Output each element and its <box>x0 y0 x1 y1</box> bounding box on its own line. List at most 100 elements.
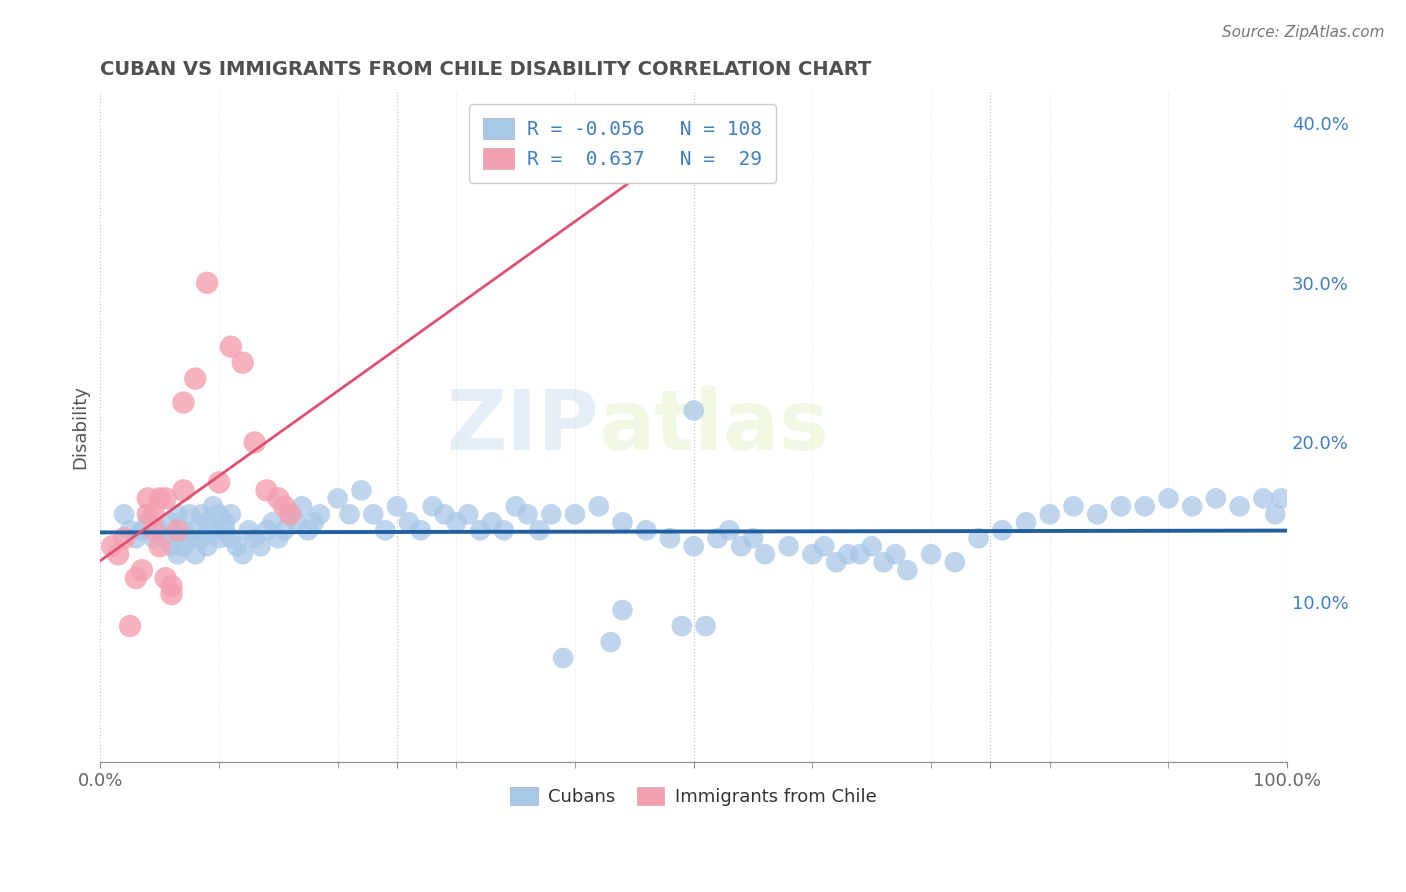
Point <box>1229 500 1251 514</box>
Point <box>860 539 883 553</box>
Point <box>1015 516 1038 530</box>
Point <box>219 531 242 545</box>
Point <box>896 563 918 577</box>
Point <box>706 531 728 545</box>
Point <box>754 547 776 561</box>
Point <box>267 491 290 506</box>
Point <box>671 619 693 633</box>
Point <box>659 531 682 545</box>
Text: atlas: atlas <box>599 386 830 467</box>
Point <box>278 508 301 522</box>
Point <box>142 508 165 522</box>
Point <box>208 531 231 545</box>
Point <box>118 523 141 537</box>
Point <box>682 539 704 553</box>
Point <box>505 500 527 514</box>
Point <box>101 539 124 553</box>
Point <box>813 539 835 553</box>
Point <box>249 539 271 553</box>
Point <box>166 523 188 537</box>
Point <box>160 539 183 553</box>
Point <box>118 619 141 633</box>
Point <box>350 483 373 498</box>
Point <box>155 491 177 506</box>
Point <box>1270 491 1292 506</box>
Point <box>1039 508 1062 522</box>
Point <box>837 547 859 561</box>
Point <box>872 555 894 569</box>
Y-axis label: Disability: Disability <box>72 384 89 468</box>
Point <box>136 491 159 506</box>
Point <box>967 531 990 545</box>
Point <box>612 516 634 530</box>
Point <box>385 500 408 514</box>
Point <box>278 508 301 522</box>
Point <box>112 508 135 522</box>
Point <box>172 539 194 553</box>
Point <box>232 356 254 370</box>
Point <box>155 531 177 545</box>
Point <box>309 508 332 522</box>
Point <box>778 539 800 553</box>
Point <box>297 523 319 537</box>
Point <box>225 539 247 553</box>
Point <box>190 531 212 545</box>
Point <box>256 523 278 537</box>
Point <box>160 579 183 593</box>
Text: ZIP: ZIP <box>446 386 599 467</box>
Point <box>481 516 503 530</box>
Text: CUBAN VS IMMIGRANTS FROM CHILE DISABILITY CORRELATION CHART: CUBAN VS IMMIGRANTS FROM CHILE DISABILIT… <box>100 60 872 78</box>
Point <box>208 508 231 522</box>
Point <box>172 523 194 537</box>
Point <box>326 491 349 506</box>
Point <box>991 523 1014 537</box>
Point <box>1157 491 1180 506</box>
Point <box>202 523 225 537</box>
Point <box>446 516 468 530</box>
Point <box>232 547 254 561</box>
Point <box>190 508 212 522</box>
Point <box>155 571 177 585</box>
Point <box>302 516 325 530</box>
Point <box>160 516 183 530</box>
Point <box>339 508 361 522</box>
Point <box>195 539 218 553</box>
Point <box>184 371 207 385</box>
Point <box>884 547 907 561</box>
Point <box>208 475 231 490</box>
Point <box>131 523 153 537</box>
Point <box>172 483 194 498</box>
Point <box>149 539 172 553</box>
Point <box>1264 508 1286 522</box>
Point <box>291 500 314 514</box>
Point <box>172 395 194 409</box>
Point <box>422 500 444 514</box>
Point <box>243 531 266 545</box>
Point <box>801 547 824 561</box>
Point <box>920 547 942 561</box>
Point <box>256 483 278 498</box>
Point <box>136 508 159 522</box>
Point <box>166 508 188 522</box>
Point <box>588 500 610 514</box>
Point <box>136 516 159 530</box>
Point <box>1109 500 1132 514</box>
Legend: Cubans, Immigrants from Chile: Cubans, Immigrants from Chile <box>503 780 884 814</box>
Point <box>374 523 396 537</box>
Point <box>179 531 201 545</box>
Point <box>142 523 165 537</box>
Point <box>1085 508 1108 522</box>
Point <box>125 531 148 545</box>
Point <box>195 276 218 290</box>
Point <box>540 508 562 522</box>
Point <box>262 516 284 530</box>
Point <box>267 531 290 545</box>
Point <box>553 651 575 665</box>
Point <box>825 555 848 569</box>
Point <box>742 531 765 545</box>
Point <box>125 571 148 585</box>
Point <box>202 500 225 514</box>
Point <box>149 491 172 506</box>
Point <box>398 516 420 530</box>
Point <box>273 500 295 514</box>
